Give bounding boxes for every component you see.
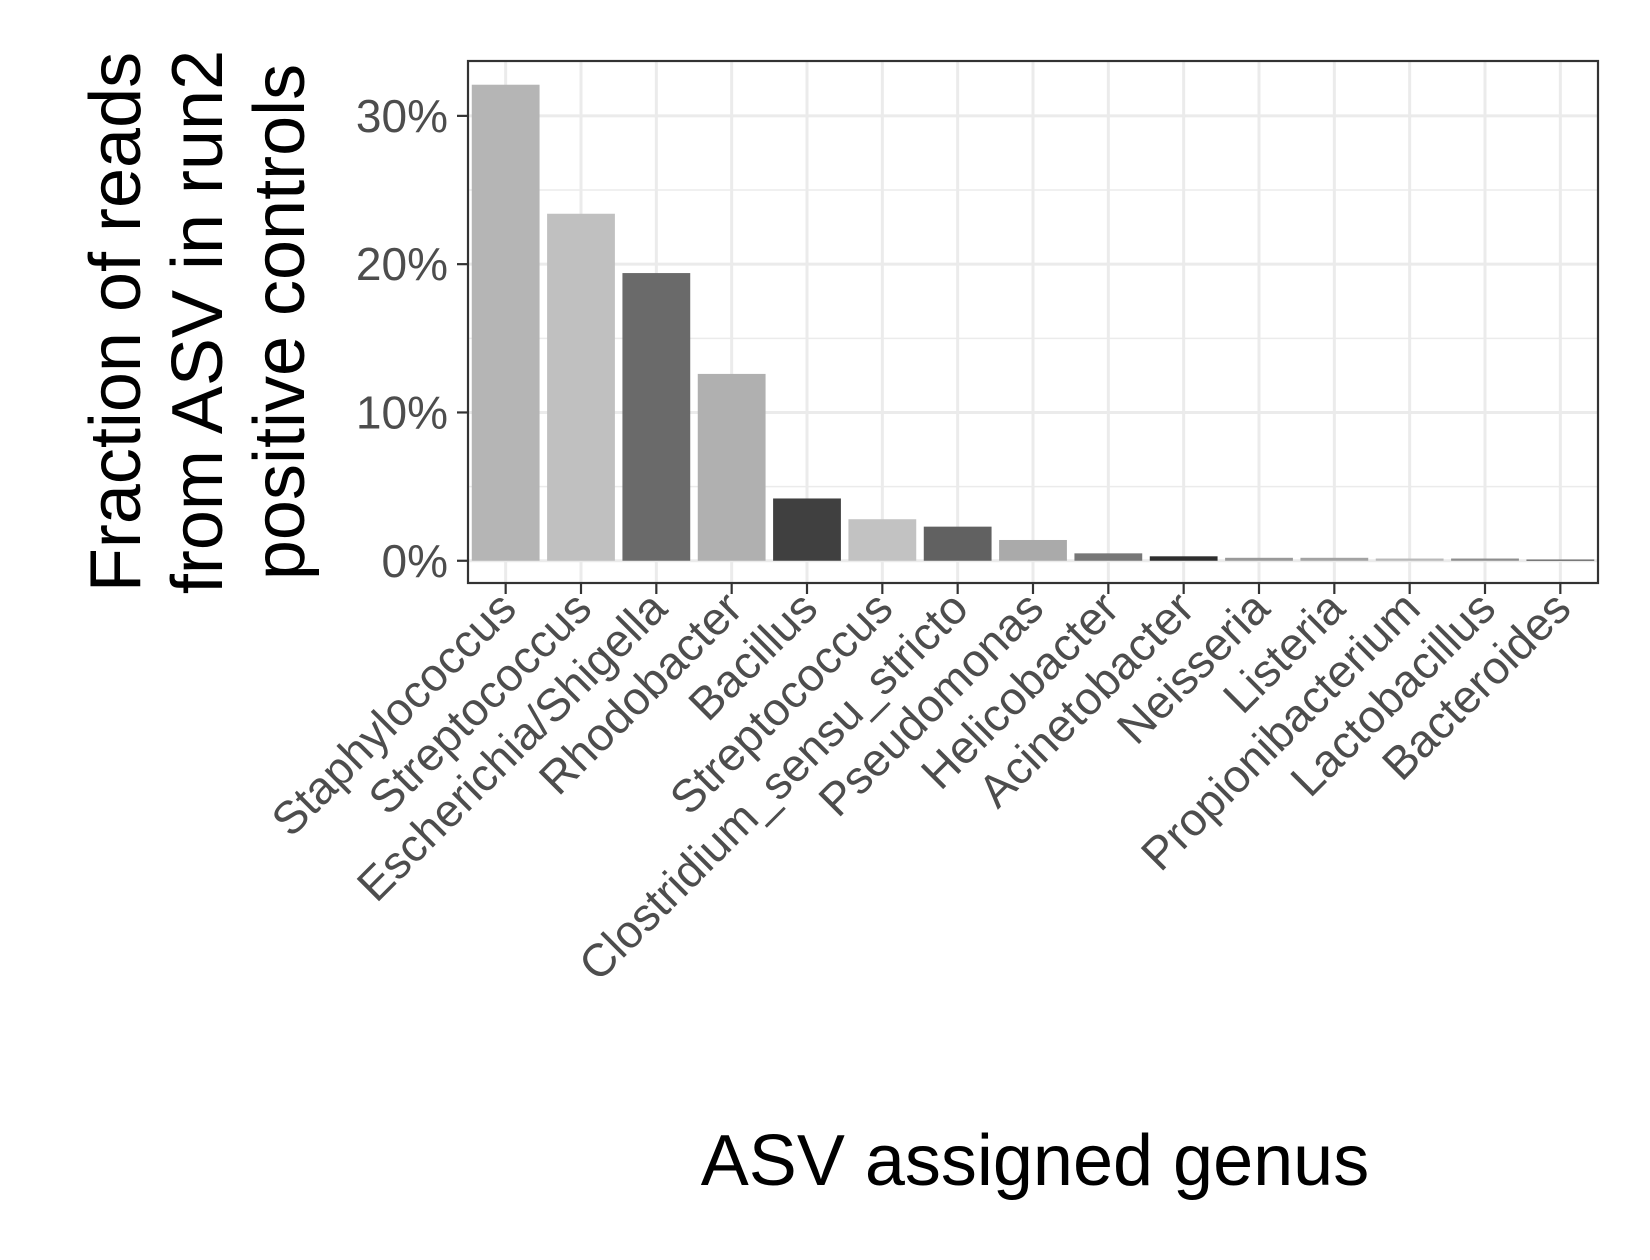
y-axis-title-line: positive controls	[240, 64, 320, 580]
y-tick-label: 10%	[356, 386, 448, 438]
bar	[1375, 558, 1444, 561]
y-axis-title-line: from ASV in run2	[158, 50, 238, 594]
bar	[848, 519, 917, 561]
y-tick-label: 0%	[382, 535, 448, 587]
bars	[471, 84, 1595, 561]
y-axis: 0% 10% 20% 30%	[356, 90, 468, 587]
bar	[1074, 553, 1143, 561]
bar	[1526, 559, 1595, 561]
bar	[1225, 557, 1293, 561]
x-axis: StaphylococcusStreptococcusEscherichia/S…	[261, 581, 1580, 990]
bar	[1300, 557, 1369, 561]
bar	[547, 213, 615, 561]
bar	[622, 273, 691, 561]
bar	[471, 84, 540, 561]
bar	[697, 373, 766, 561]
y-axis-title-line: Fraction of reads	[76, 52, 156, 592]
grid-lines	[468, 61, 1598, 583]
y-tick-label: 30%	[356, 90, 448, 142]
bar	[999, 539, 1067, 561]
bar	[923, 526, 992, 561]
y-axis-title: Fraction of reads from ASV in run2 positiv…	[76, 50, 320, 594]
y-tick-label: 20%	[356, 238, 448, 290]
x-axis-title: ASV assigned genus	[701, 1121, 1369, 1201]
bar	[773, 498, 841, 561]
bar	[1149, 556, 1218, 561]
bar	[1451, 558, 1519, 561]
